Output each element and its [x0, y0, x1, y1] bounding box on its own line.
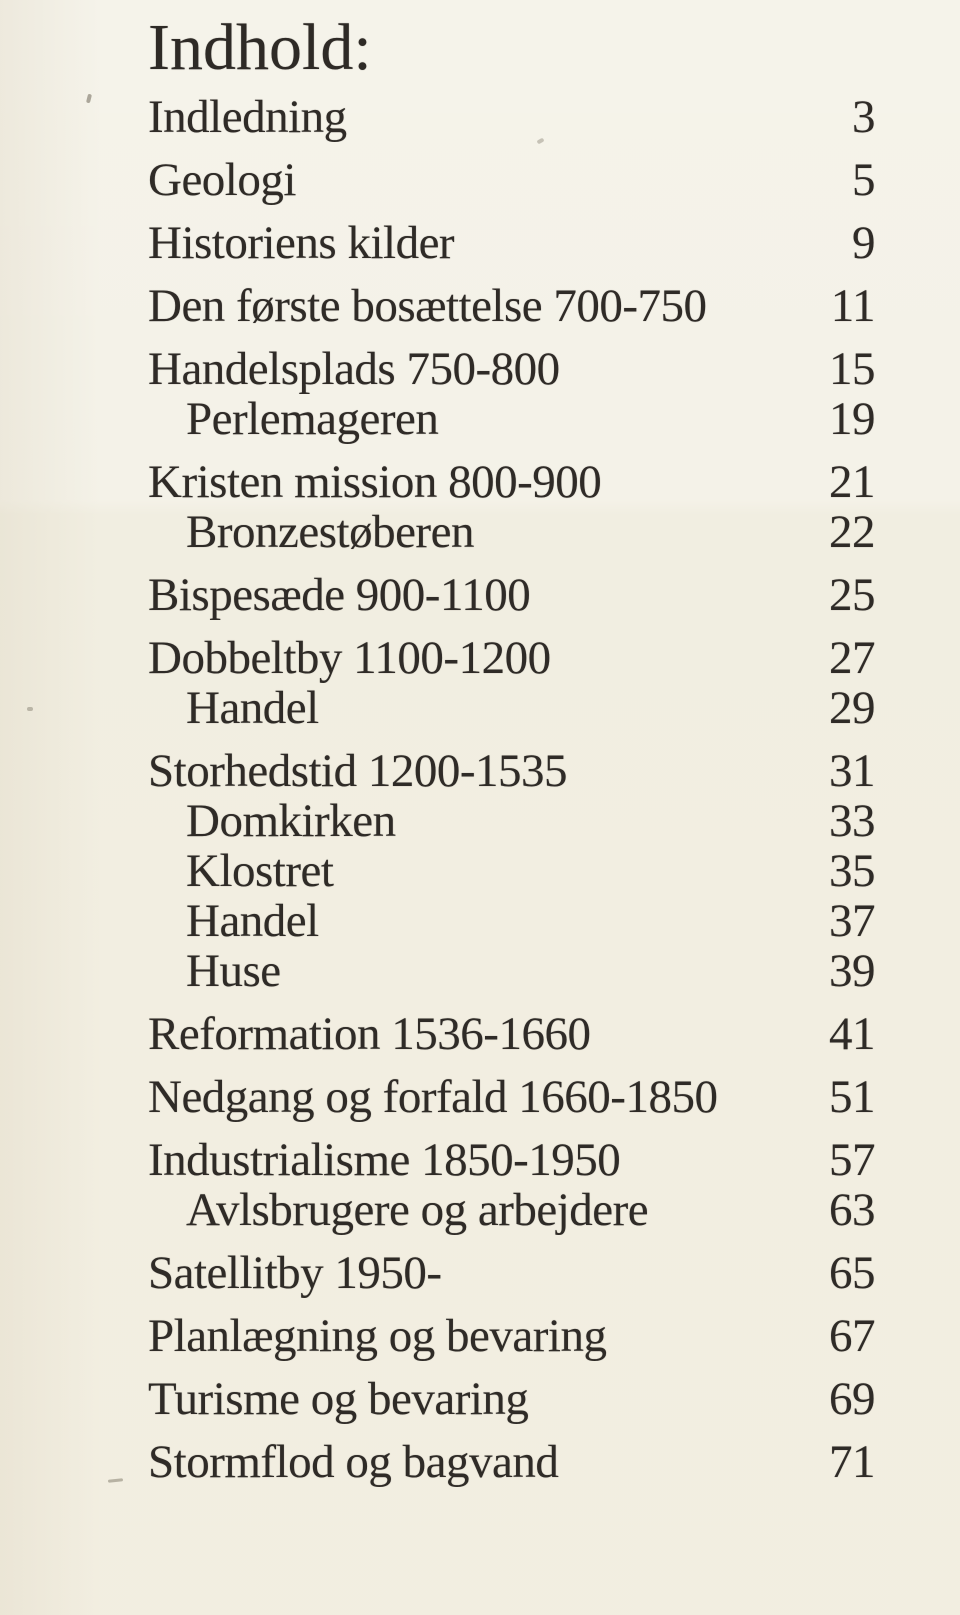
toc-row: Handelsplads 750-800 15	[148, 343, 876, 395]
toc-entry-label: Handel	[186, 896, 319, 946]
toc-entry-page: 33	[829, 795, 876, 847]
toc-row: Geologi 5	[148, 154, 876, 206]
toc-row: Perlemageren 19	[148, 393, 876, 445]
toc-row: Bronzestøberen 22	[148, 506, 876, 558]
toc-entry-label: Industrialisme 1850-1950	[148, 1135, 621, 1185]
toc-entry-page: 39	[829, 945, 876, 997]
toc-row: Kristen mission 800-900 21	[148, 456, 876, 508]
toc-row: Domkirken 33	[148, 795, 876, 847]
toc-entry-label: Klostret	[186, 846, 334, 896]
toc-entry-label: Dobbeltby 1100-1200	[148, 633, 551, 683]
toc-entry-page: 41	[829, 1008, 876, 1060]
toc-entry-page: 5	[852, 154, 876, 206]
toc-entry-label: Handelsplads 750-800	[148, 344, 560, 394]
toc-entry-label: Geologi	[148, 155, 296, 205]
toc-entry-page: 57	[829, 1134, 876, 1186]
toc-entry-page: 51	[829, 1071, 876, 1123]
toc-entry-label: Perlemageren	[186, 394, 439, 444]
page-title: Indhold:	[148, 11, 372, 84]
toc-entry-page: 69	[829, 1373, 876, 1425]
toc-row: Avlsbrugere og arbejdere 63	[148, 1184, 876, 1236]
toc-entry-label: Kristen mission 800-900	[148, 457, 602, 507]
toc-row: Handel 29	[148, 682, 876, 734]
toc-row: Nedgang og forfald 1660-1850 51	[148, 1071, 876, 1123]
toc-entry-page: 27	[829, 632, 876, 684]
toc-entry-label: Nedgang og forfald 1660-1850	[148, 1072, 718, 1122]
toc-row: Industrialisme 1850-1950 57	[148, 1134, 876, 1186]
toc-entry-page: 37	[829, 895, 876, 947]
toc-entry-label: Stormflod og bagvand	[148, 1437, 559, 1487]
toc-row: Den første bosættelse 700-750 11	[148, 280, 876, 332]
toc-entry-label: Handel	[186, 683, 319, 733]
toc-row: Turisme og bevaring 69	[148, 1373, 876, 1425]
toc-entry-label: Huse	[186, 946, 281, 996]
toc-entry-label: Den første bosættelse 700-750	[148, 281, 707, 331]
toc-entry-page: 63	[829, 1184, 876, 1236]
toc-entry-label: Bronzestøberen	[186, 507, 474, 557]
toc-entry-page: 35	[829, 845, 876, 897]
toc-row: Indledning 3	[148, 91, 876, 143]
scan-speck	[27, 707, 33, 711]
scan-speck	[107, 1478, 124, 1483]
toc-entry-page: 15	[829, 343, 876, 395]
toc-row: Huse 39	[148, 945, 876, 997]
toc-entry-label: Turisme og bevaring	[148, 1374, 529, 1424]
toc-entry-page: 25	[829, 569, 876, 621]
toc-entry-page: 19	[829, 393, 876, 445]
toc-entry-page: 11	[830, 280, 876, 332]
toc-entry-label: Reformation 1536-1660	[148, 1009, 591, 1059]
toc-list: Indledning 3 Geologi 5 Historiens kilder…	[148, 91, 876, 1488]
scan-speck	[85, 93, 93, 104]
toc-entry-label: Satellitby 1950-	[148, 1248, 442, 1298]
toc-entry-label: Indledning	[148, 92, 347, 142]
toc-row: Handel 37	[148, 895, 876, 947]
toc-row: Dobbeltby 1100-1200 27	[148, 632, 876, 684]
toc-entry-label: Bispesæde 900-1100	[148, 570, 531, 620]
toc-entry-label: Historiens kilder	[148, 218, 455, 268]
toc-entry-label: Planlægning og bevaring	[148, 1311, 607, 1361]
toc-row: Storhedstid 1200-1535 31	[148, 745, 876, 797]
toc-row: Satellitby 1950- 65	[148, 1247, 876, 1299]
toc-entry-page: 22	[829, 506, 876, 558]
toc-entry-label: Avlsbrugere og arbejdere	[186, 1185, 649, 1235]
toc-entry-page: 65	[829, 1247, 876, 1299]
toc-entry-label: Domkirken	[186, 796, 396, 846]
toc-row: Stormflod og bagvand 71	[148, 1436, 876, 1488]
toc-entry-page: 21	[829, 456, 876, 508]
toc-entry-page: 67	[829, 1310, 876, 1362]
toc-entry-page: 71	[829, 1436, 876, 1488]
toc-entry-page: 31	[829, 745, 876, 797]
toc-entry-label: Storhedstid 1200-1535	[148, 746, 568, 796]
toc-row: Historiens kilder 9	[148, 217, 876, 269]
toc-entry-page: 29	[829, 682, 876, 734]
toc-row: Klostret 35	[148, 845, 876, 897]
toc-entry-page: 3	[852, 91, 876, 143]
toc-entry-page: 9	[852, 217, 876, 269]
toc-row: Planlægning og bevaring 67	[148, 1310, 876, 1362]
toc-row: Bispesæde 900-1100 25	[148, 569, 876, 621]
toc-row: Reformation 1536-1660 41	[148, 1008, 876, 1060]
